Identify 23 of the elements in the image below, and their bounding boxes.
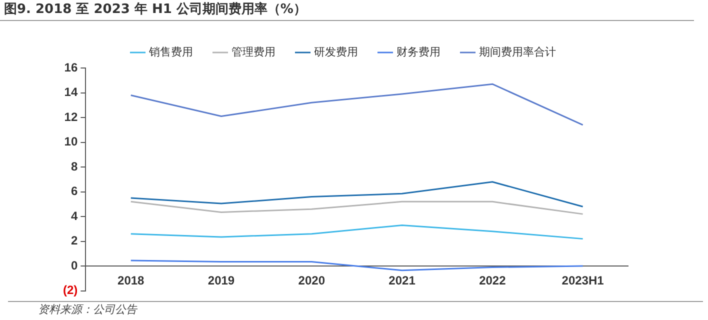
y-tick-label: 12: [64, 110, 78, 124]
text: 资料来源：公司公告: [8, 301, 703, 318]
x-tick-label: 2022: [479, 274, 506, 288]
legend-label: 销售费用: [148, 46, 193, 59]
x-tick-label: 2023H1: [562, 274, 604, 288]
y-tick-label: 4: [70, 208, 78, 223]
y-tick-label: (2): [62, 283, 78, 298]
y-tick-label: 10: [64, 134, 78, 149]
y-tick-label: 2: [70, 234, 78, 248]
chart-title: 图9. 2018 至 2023 年 H1 公司期间费用率（%）: [0, 0, 694, 21]
legend-label: 期间费用率合计: [478, 46, 556, 59]
y-tick-label: 8: [70, 159, 78, 174]
x-tick-label: 2020: [298, 274, 326, 288]
x-tick-label: 2019: [208, 274, 235, 288]
legend-label: 财务费用: [396, 46, 440, 59]
legend-label: 研发费用: [314, 46, 358, 59]
x-tick-label: 2021: [388, 274, 416, 288]
x-tick-label: 2018: [118, 274, 145, 288]
legend-label: 管理费用: [231, 46, 276, 59]
y-tick-label: 16: [64, 60, 78, 74]
y-tick-label: 6: [70, 184, 78, 198]
y-tick-label: 14: [64, 85, 78, 100]
y-tick-label: 0: [70, 258, 78, 272]
